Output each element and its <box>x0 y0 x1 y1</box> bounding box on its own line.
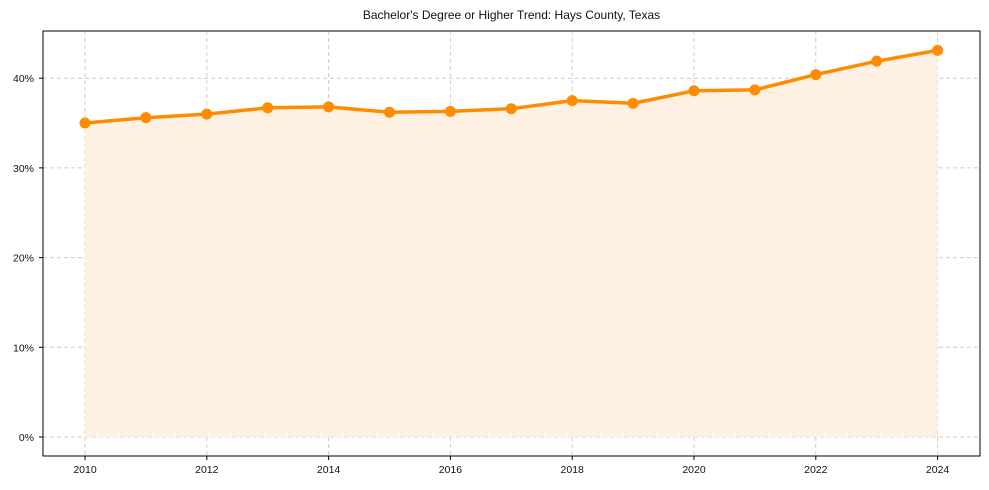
data-point <box>323 101 335 113</box>
data-point <box>505 103 517 115</box>
x-tick-label: 2022 <box>804 464 828 476</box>
data-point <box>810 69 822 81</box>
y-tick-label: 10% <box>13 342 34 354</box>
y-tick-label: 20% <box>13 253 34 265</box>
x-tick-label: 2014 <box>317 464 341 476</box>
x-tick-label: 2016 <box>439 464 463 476</box>
y-tick-label: 40% <box>13 73 34 85</box>
data-point <box>871 55 883 67</box>
data-point <box>384 106 395 118</box>
x-axis: 2010 2012 2014 2016 2018 2020 2022 2024 <box>73 456 949 476</box>
data-point <box>444 105 456 117</box>
chart-title: Bachelor's Degree or Higher Trend: Hays … <box>362 8 661 22</box>
y-tick-label: 30% <box>13 163 34 175</box>
data-point <box>201 108 213 120</box>
y-tick-label: 0% <box>19 432 34 444</box>
y-axis: 0% 10% 20% 30% 40% <box>13 73 43 444</box>
data-point <box>932 44 944 56</box>
data-point <box>749 84 761 96</box>
x-tick-label: 2020 <box>682 464 706 476</box>
data-point <box>262 102 274 114</box>
x-tick-label: 2010 <box>73 464 97 476</box>
x-tick-label: 2024 <box>926 464 950 476</box>
area-fill <box>85 50 938 438</box>
data-point <box>79 117 91 129</box>
x-tick-label: 2012 <box>195 464 219 476</box>
data-point <box>140 112 152 124</box>
data-markers <box>79 44 944 129</box>
axes-frame <box>42 30 981 457</box>
data-point <box>627 97 639 109</box>
x-tick-label: 2018 <box>561 464 585 476</box>
data-point <box>688 85 700 97</box>
data-point <box>566 95 578 107</box>
